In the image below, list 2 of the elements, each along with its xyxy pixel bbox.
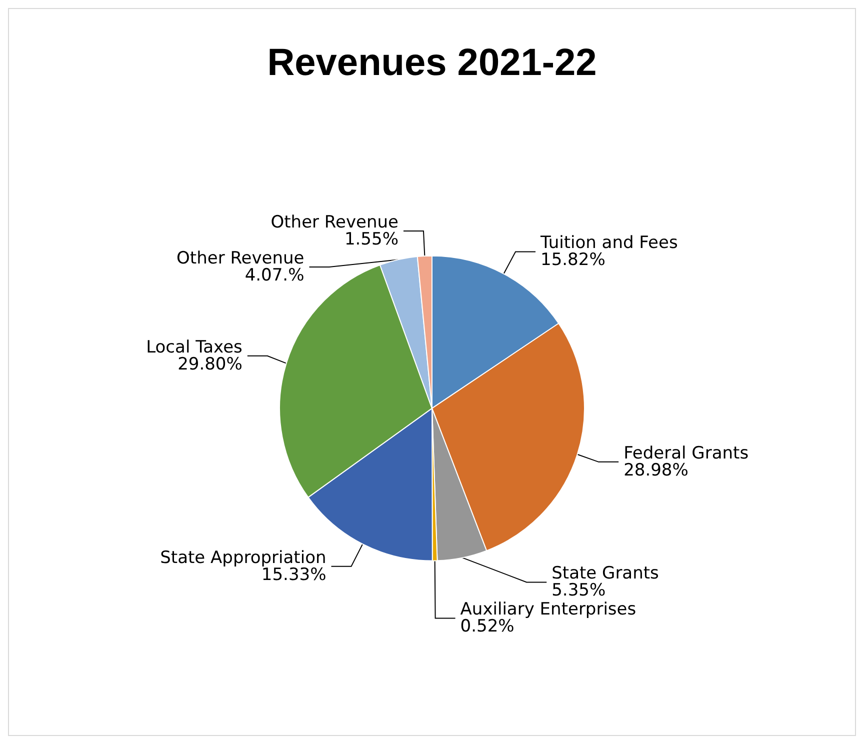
chart-title: Revenues 2021-22 (267, 42, 597, 84)
slice-label: State Appropriation (160, 548, 326, 568)
